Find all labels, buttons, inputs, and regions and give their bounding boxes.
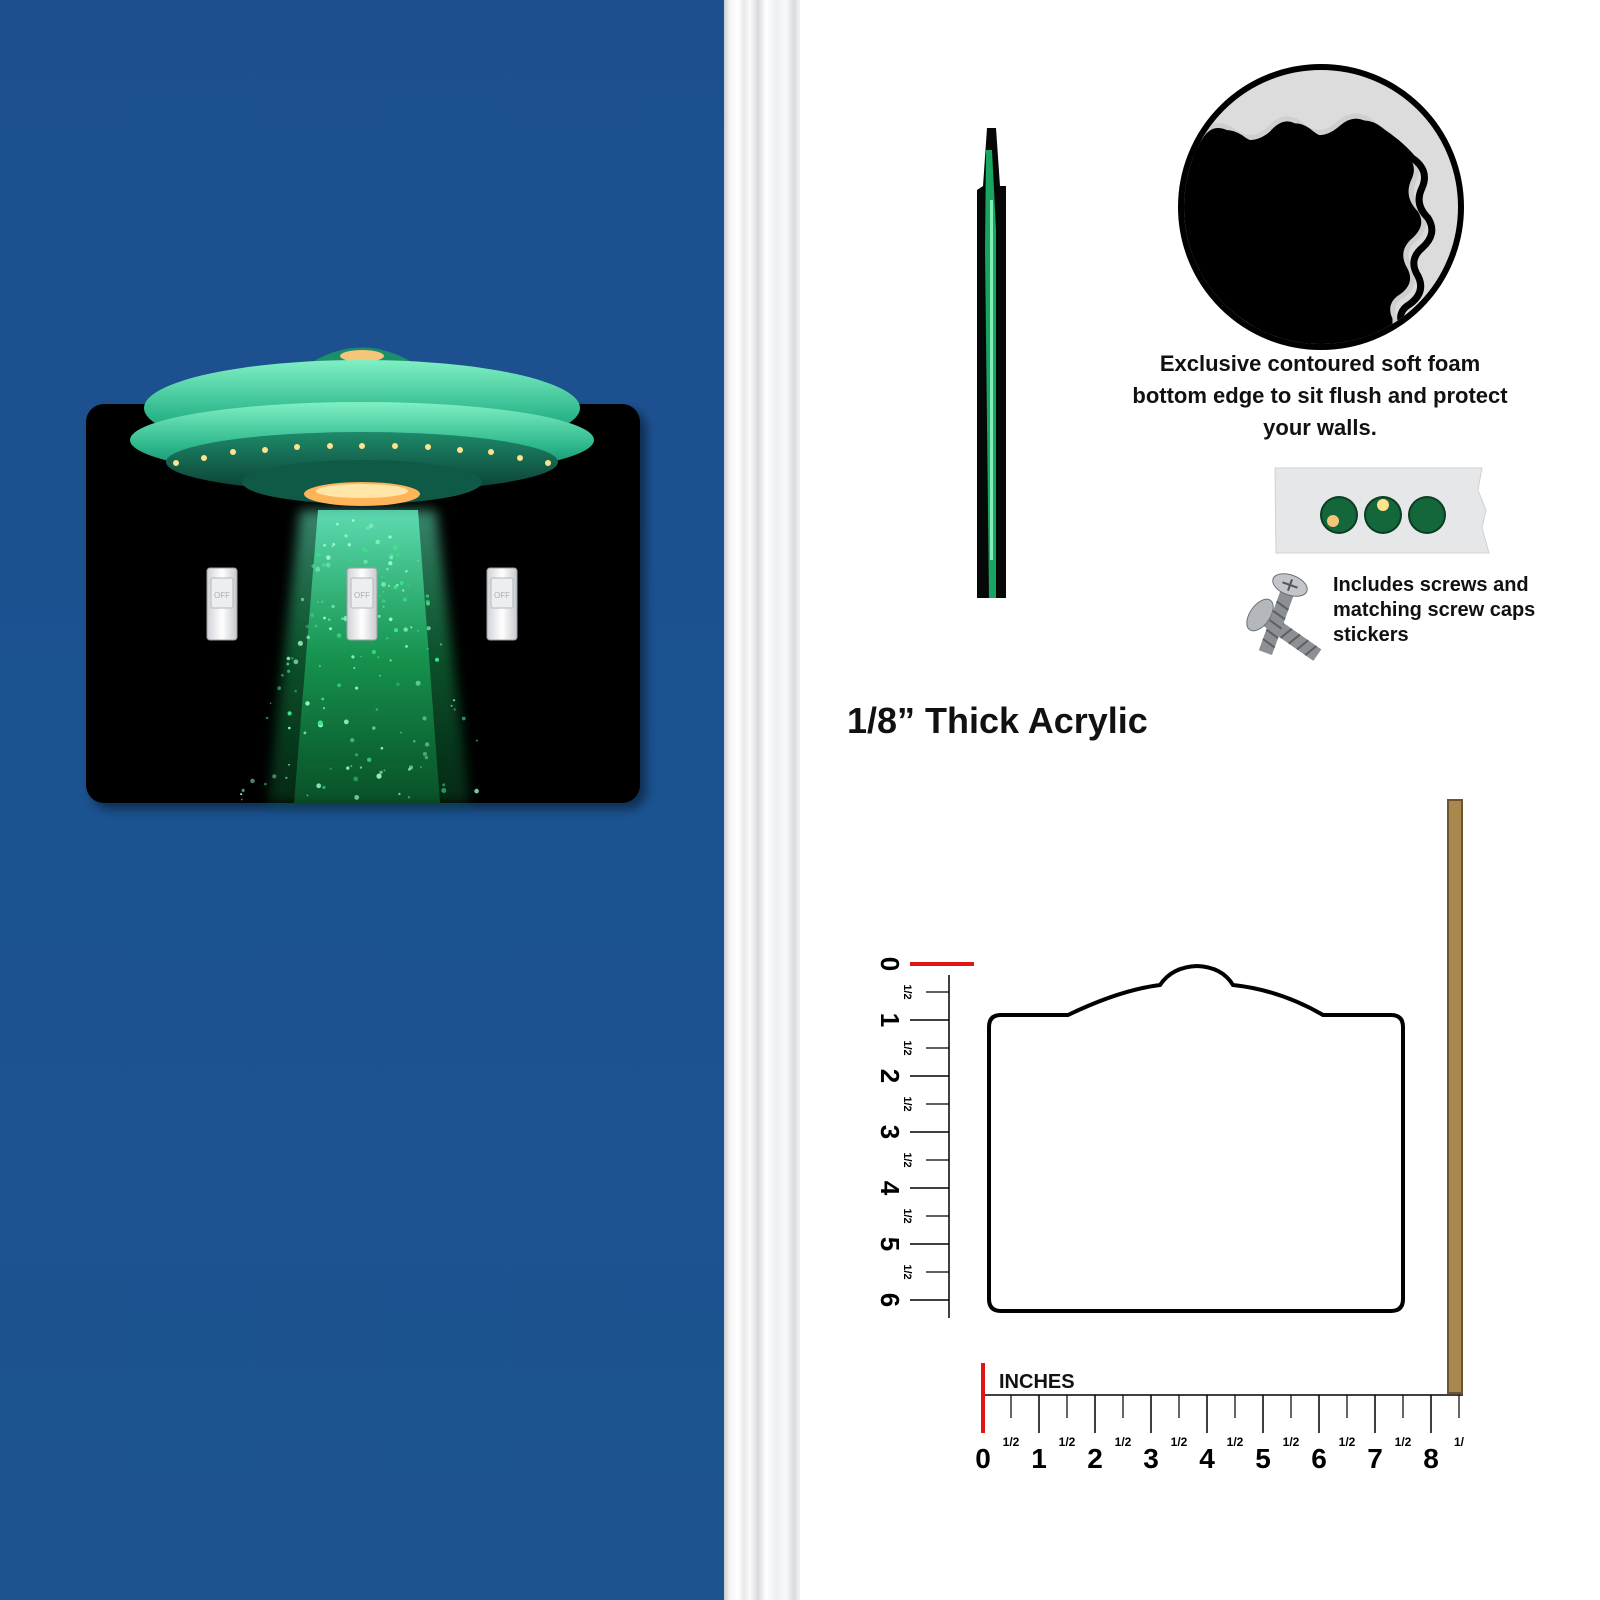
light-switch-icon: OFF (346, 567, 378, 641)
foam-caption-line: your walls. (1263, 415, 1377, 440)
screws-caption-line: stickers (1333, 624, 1409, 646)
screw-icon (1246, 573, 1322, 661)
ruler-number: 1 (1031, 1443, 1047, 1474)
screw-cap-sticker-icon (1274, 467, 1490, 554)
ruler-number: 1 (875, 1013, 905, 1027)
ruler-half-mark: 1/2 (901, 1264, 913, 1279)
thickness-heading: 1/8” Thick Acrylic (847, 700, 1148, 741)
ruler-number: 4 (875, 1181, 905, 1196)
ruler-half-mark: 1/2 (901, 1208, 913, 1223)
ruler-number: 5 (875, 1237, 905, 1251)
ruler-number: 0 (975, 1443, 991, 1474)
ruler-number: 6 (1311, 1443, 1327, 1474)
switch-label: OFF (494, 591, 510, 600)
foam-edge-caption: Exclusive contoured soft foam bottom edg… (1095, 348, 1545, 444)
door-trim-molding (724, 0, 800, 1600)
ruler-number: 5 (1255, 1443, 1271, 1474)
ruler-half-mark: 1/2 (1395, 1435, 1412, 1449)
switch-label: OFF (214, 591, 230, 600)
ruler-number: 6 (875, 1293, 905, 1307)
screws-caption: Includes screws and matching screw caps … (1333, 573, 1593, 648)
ruler-half-mark: 1/2 (901, 984, 913, 999)
acrylic-edge-strip (1447, 799, 1463, 1394)
plate-outline-diagram (987, 963, 1405, 1313)
ruler-half-mark: 1/ (1454, 1435, 1465, 1449)
screws-caption-line: Includes screws and (1333, 574, 1529, 596)
light-switch-icon: OFF (486, 567, 518, 641)
horizontal-ruler: 0 1/2 1 1/2 2 1/2 3 1/2 4 1/2 5 1/2 6 1/2 7 1/2 8 1/ (975, 1363, 1465, 1474)
plate-side-profile (977, 128, 1006, 598)
ruler-units-label: INCHES (999, 1371, 1075, 1393)
foam-caption-line: bottom edge to sit flush and protect (1132, 383, 1508, 408)
ruler-number: 2 (875, 1069, 905, 1083)
ruler-number: 7 (1367, 1443, 1383, 1474)
foam-caption-line: Exclusive contoured soft foam (1159, 351, 1481, 376)
switch-plate-mockup: OFF OFF OFF (86, 347, 640, 803)
vertical-ruler: 0 1/2 1 1/2 2 1/2 3 1/2 4 1/2 5 1/2 6 (875, 957, 974, 1318)
light-switch-icon: OFF (206, 567, 238, 641)
ufo-art (130, 347, 594, 506)
ruler-half-mark: 1/2 (1283, 1435, 1300, 1449)
ruler-half-mark: 1/2 (1059, 1435, 1076, 1449)
ruler-half-mark: 1/2 (901, 1152, 913, 1167)
ruler-number: 4 (1199, 1443, 1215, 1474)
ruler-number: 2 (1087, 1443, 1103, 1474)
ruler-half-mark: 1/2 (1227, 1435, 1244, 1449)
ruler-half-mark: 1/2 (901, 1040, 913, 1055)
switch-label: OFF (354, 591, 370, 600)
ruler-half-mark: 1/2 (1003, 1435, 1020, 1449)
ruler-half-mark: 1/2 (901, 1096, 913, 1111)
ruler-number: 3 (1143, 1443, 1159, 1474)
foam-edge-closeup (1178, 64, 1464, 350)
ruler-half-mark: 1/2 (1115, 1435, 1132, 1449)
ruler-number: 8 (1423, 1443, 1439, 1474)
ruler-half-mark: 1/2 (1339, 1435, 1356, 1449)
screws-caption-line: matching screw caps (1333, 599, 1536, 621)
ruler-half-mark: 1/2 (1171, 1435, 1188, 1449)
ruler-number: 0 (875, 957, 905, 971)
ruler-number: 3 (875, 1125, 905, 1139)
